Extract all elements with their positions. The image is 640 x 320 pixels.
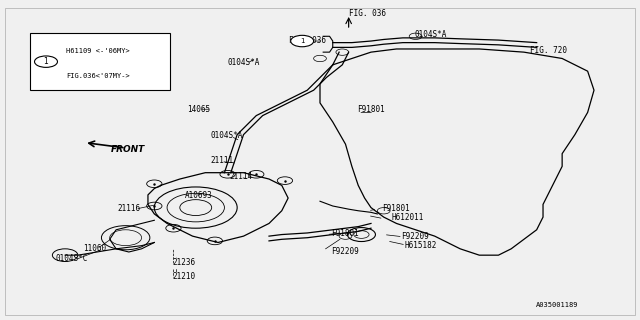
Text: 0104S*A: 0104S*A: [211, 131, 243, 140]
Text: 11060: 11060: [83, 244, 106, 253]
Text: A035001189: A035001189: [536, 302, 578, 308]
Text: 21210: 21210: [172, 272, 195, 281]
Text: FIG. 036: FIG. 036: [349, 9, 386, 18]
Text: 14065: 14065: [188, 105, 211, 114]
Text: H61109 <-'06MY>: H61109 <-'06MY>: [67, 48, 130, 53]
Circle shape: [35, 56, 58, 68]
Circle shape: [291, 35, 314, 47]
Text: 21236: 21236: [172, 258, 195, 267]
Text: 1: 1: [44, 57, 49, 66]
Text: F91801: F91801: [383, 204, 410, 213]
Text: 0104S*A: 0104S*A: [414, 30, 447, 39]
Text: 0104S*A: 0104S*A: [228, 58, 260, 67]
Text: 0104S*C: 0104S*C: [56, 254, 88, 263]
Text: A10693: A10693: [185, 191, 212, 200]
Text: 21114: 21114: [230, 172, 253, 181]
Text: FIG. 720: FIG. 720: [531, 46, 567, 55]
Text: FRONT: FRONT: [111, 145, 145, 154]
Bar: [30, 33, 170, 90]
Text: 1: 1: [300, 38, 305, 44]
Text: H612011: H612011: [392, 213, 424, 222]
Text: F91801: F91801: [332, 229, 359, 238]
Text: 21111: 21111: [211, 156, 234, 165]
Text: F91801: F91801: [357, 105, 385, 114]
Text: F92209: F92209: [332, 247, 359, 256]
Text: H615182: H615182: [404, 241, 436, 250]
Text: FIG.036<'07MY->: FIG.036<'07MY->: [67, 73, 130, 79]
Text: FIG. 036: FIG. 036: [289, 36, 326, 44]
Text: F92209: F92209: [401, 232, 429, 241]
Text: 21116: 21116: [117, 204, 141, 213]
